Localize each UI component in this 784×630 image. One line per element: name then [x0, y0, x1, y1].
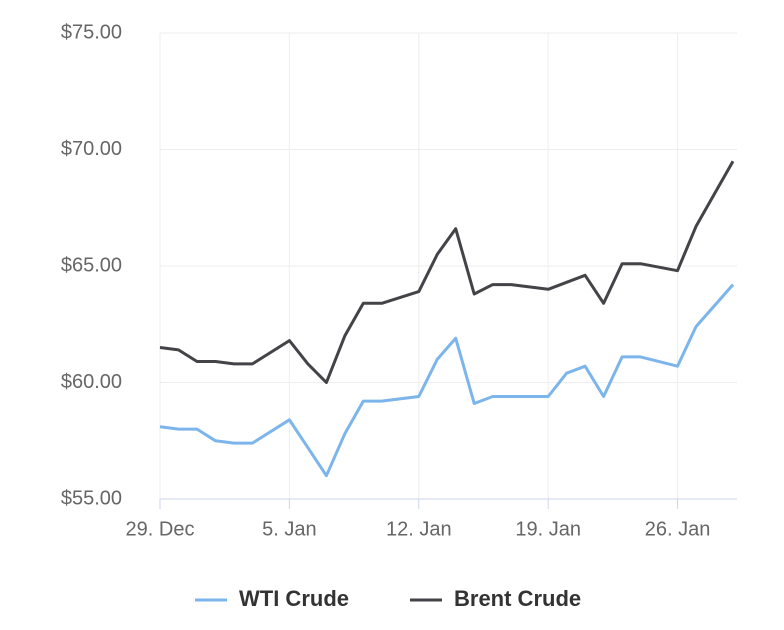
series-line	[159, 160, 735, 384]
x-tick-label: 5. Jan	[262, 518, 316, 540]
y-tick-label: $60.00	[61, 371, 122, 393]
x-tick-label: 19. Jan	[515, 518, 581, 540]
y-tick-label: $70.00	[61, 138, 122, 160]
x-tick-label: 12. Jan	[386, 518, 452, 540]
legend-label: WTI Crude	[239, 586, 349, 611]
y-tick-label: $65.00	[61, 254, 122, 276]
x-tick-label: 29. Dec	[126, 518, 195, 540]
y-tick-label: $55.00	[61, 487, 122, 509]
y-tick-label: $75.00	[61, 21, 122, 43]
series-line	[159, 283, 735, 478]
legend-label: Brent Crude	[454, 586, 581, 611]
x-tick-label: 26. Jan	[645, 518, 711, 540]
